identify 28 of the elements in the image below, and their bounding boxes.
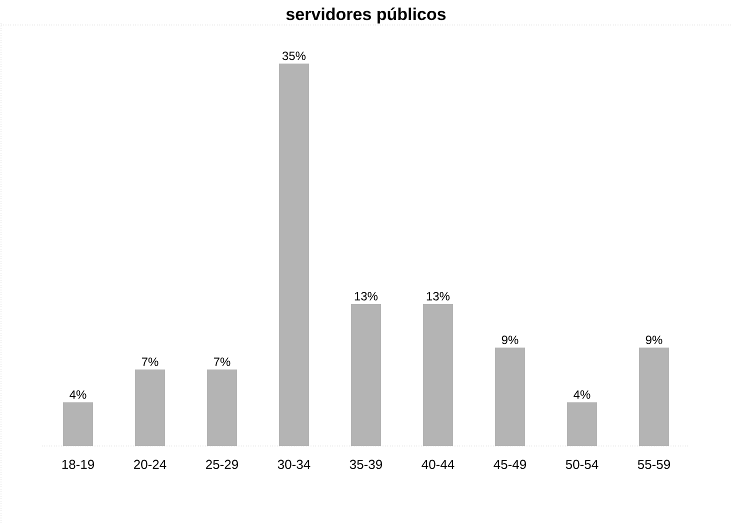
data-label: 35% [282,52,306,60]
x-tick-label: 40-44 [422,460,454,470]
chart-title: servidores públicos [286,8,446,24]
data-label: 9% [646,336,662,344]
x-tick-label: 45-49 [494,460,526,470]
bar [638,348,669,446]
x-tick-label: 35-39 [350,460,382,470]
bar [350,304,381,446]
data-label: 4% [574,390,590,399]
data-label: 13% [426,292,450,300]
data-label: 13% [354,292,378,300]
bar [63,402,93,446]
bar [135,370,165,446]
x-tick-label: 55-59 [638,460,670,470]
x-tick-label: 30-34 [278,460,310,470]
data-label: 7% [142,358,158,366]
bar [279,64,309,446]
bar [422,304,453,446]
data-label: 7% [214,358,230,366]
x-tick-label: 50-54 [566,460,598,470]
x-tick-label: 18-19 [62,460,94,470]
x-tick-label: 20-24 [134,460,166,470]
x-tick-label: 25-29 [206,460,238,470]
bar [494,348,525,446]
data-label: 4% [70,390,86,399]
bar [207,370,237,446]
bar [566,402,597,446]
data-label: 9% [502,336,518,344]
